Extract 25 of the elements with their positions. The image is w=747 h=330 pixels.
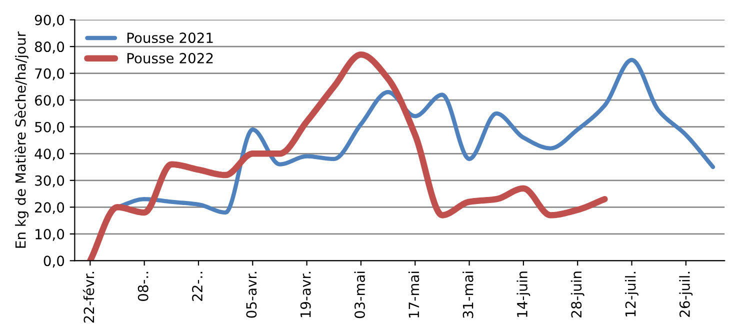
x-tick-label: 22-.. bbox=[192, 272, 202, 301]
x-tick-label: 28-juin bbox=[570, 272, 584, 318]
y-tick-label: 80,0 bbox=[34, 42, 64, 54]
y-tick-label: 10,0 bbox=[36, 228, 64, 241]
y-axis-title: En kg de Matière Sèche/ha/jour bbox=[14, 31, 28, 248]
x-tick-label: 12-juil. bbox=[625, 272, 638, 316]
x-tick-label: 31-mai bbox=[462, 272, 474, 318]
legend-label: Pousse 2022 bbox=[127, 52, 213, 64]
x-tick-label: 03-mai bbox=[354, 272, 365, 318]
y-tick-label: 40,0 bbox=[34, 148, 64, 161]
x-tick-label: 14-juin bbox=[516, 272, 530, 317]
legend-label: Pousse 2021 bbox=[127, 32, 213, 44]
y-tick-label: 90,0 bbox=[34, 14, 64, 27]
x-tick-label: 17-mai bbox=[408, 272, 420, 318]
x-tick-label: 05-avr. bbox=[246, 272, 257, 318]
y-tick-label: 70,0 bbox=[35, 68, 64, 80]
y-tick-label: 20,0 bbox=[35, 202, 64, 214]
y-tick-label: 30,0 bbox=[35, 175, 64, 188]
x-tick-label: 08-.. bbox=[138, 272, 148, 302]
x-tick-label: 22-févr. bbox=[82, 272, 94, 323]
x-tick-label: 19-avr. bbox=[300, 272, 311, 318]
y-tick-label: 60,0 bbox=[35, 95, 64, 107]
y-tick-label: 50,0 bbox=[35, 122, 64, 134]
x-tick-label: 26-juil. bbox=[679, 272, 693, 317]
y-tick-label: 0,0 bbox=[44, 256, 64, 268]
